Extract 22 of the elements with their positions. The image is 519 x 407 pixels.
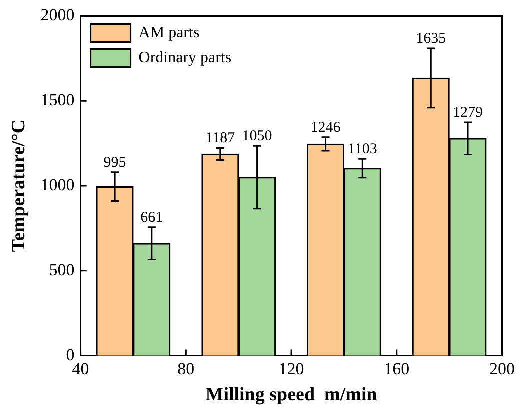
data-label: 1187	[206, 130, 236, 147]
data-label: 1246	[310, 120, 342, 136]
x-tick-label: 120	[278, 359, 304, 378]
data-label: 995	[104, 154, 126, 171]
data-label: 1050	[242, 128, 272, 145]
data-label: 1103	[348, 142, 378, 158]
x-tick-label: 160	[384, 359, 410, 378]
y-tick-label: 500	[49, 260, 75, 280]
data-label: 1279	[453, 104, 484, 121]
x-axis-title: Milling speed m/min	[206, 384, 378, 406]
data-label: 661	[140, 210, 164, 226]
y-tick-label: 0	[66, 345, 75, 364]
y-tick-label: 1500	[40, 90, 75, 110]
x-tick-label: 200	[490, 359, 515, 378]
x-tick-label: 80	[178, 359, 195, 378]
x-tick-label: 40	[72, 359, 90, 378]
y-tick-label: 1000	[40, 175, 75, 194]
legend-label: AM parts	[138, 24, 200, 42]
y-tick-label: 2000	[40, 6, 75, 25]
data-label: 1635	[416, 30, 446, 47]
y-axis-title: Temperature/°C	[8, 120, 30, 252]
legend-label: Ordinary parts	[138, 49, 232, 66]
